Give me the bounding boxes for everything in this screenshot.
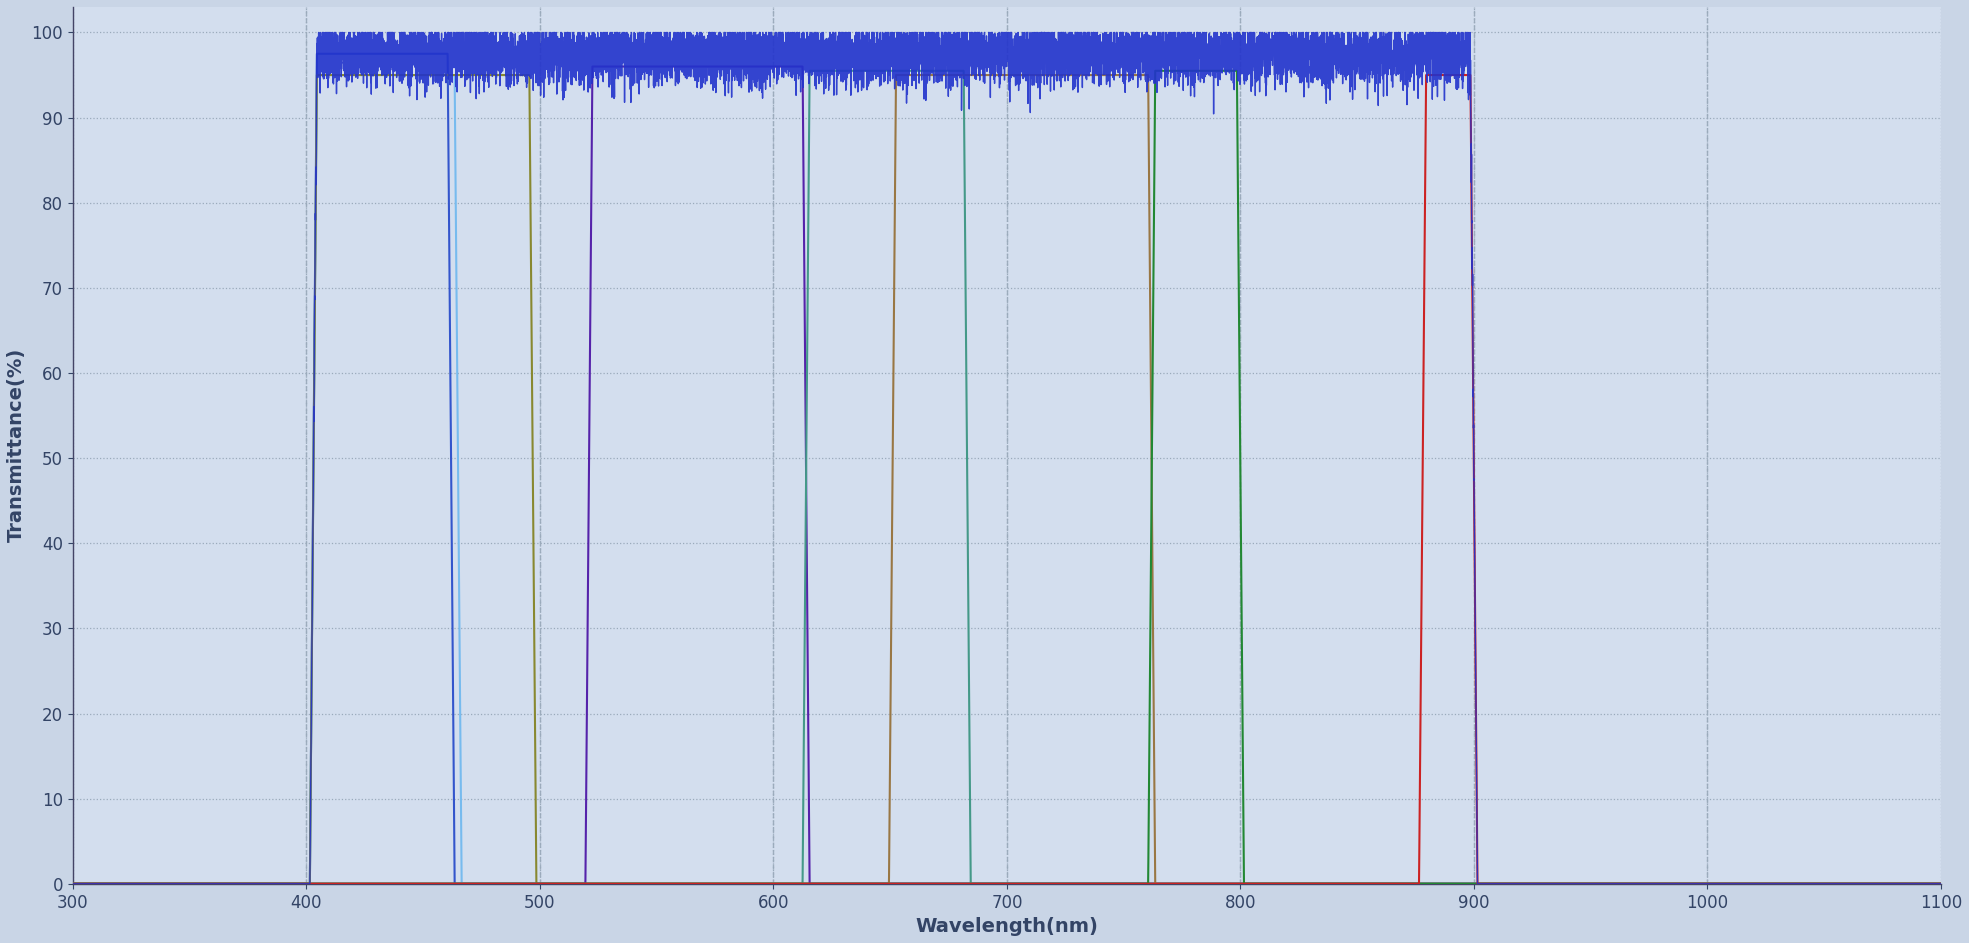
Y-axis label: Transmittance(%): Transmittance(%) [8,348,26,542]
X-axis label: Wavelength(nm): Wavelength(nm) [916,917,1099,936]
